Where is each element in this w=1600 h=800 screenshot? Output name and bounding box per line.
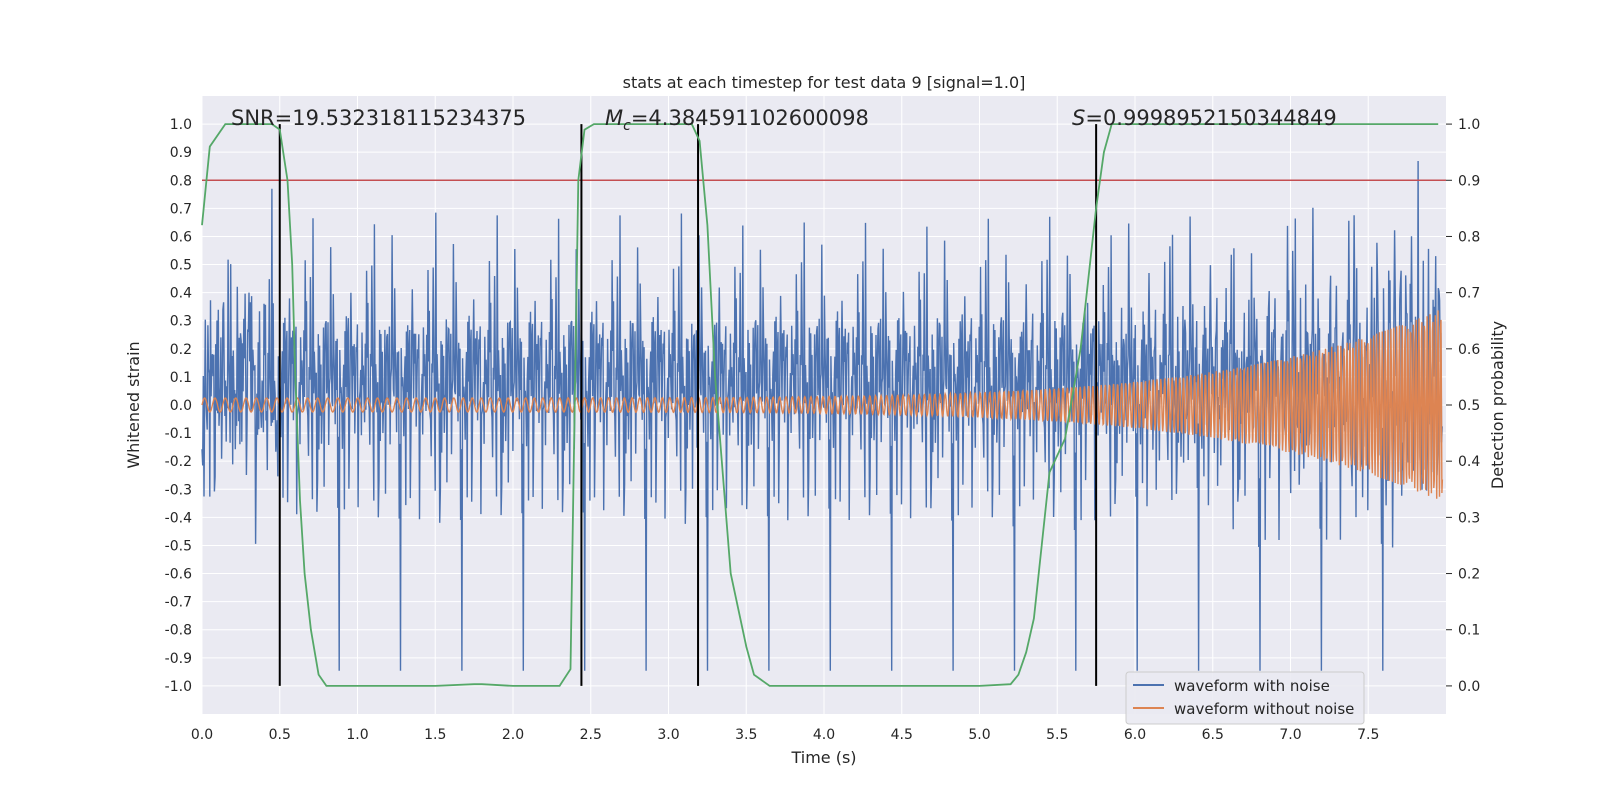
y-axis-ticks: 1.0 0.9 0.8 0.7 0.6 0.5 0.4 0.3 0.2 0.1 0.0 -0.1 -0.…	[165, 117, 192, 695]
x-tick-label: 6.0	[1124, 727, 1146, 743]
y-tick-label: -0.8	[165, 623, 192, 639]
y-axis-label: Whitened strain	[124, 341, 143, 468]
y2-tick-label: 0.0	[1458, 679, 1480, 695]
legend: waveform with noise waveform without noi…	[1125, 671, 1365, 725]
noisy-waveform-line	[201, 160, 1443, 671]
y-tick-label: -0.1	[165, 426, 192, 442]
y-tick-label: -0.3	[165, 482, 192, 498]
y-tick-label: 0.1	[170, 370, 192, 386]
x-tick-label: 4.5	[891, 727, 913, 743]
y2-tick-label: 0.1	[1458, 623, 1480, 639]
detection-probability-line	[201, 123, 1439, 687]
series-detection-probability	[201, 123, 1439, 687]
chart-title: stats at each timestep for test data 9 […	[623, 73, 1026, 92]
y2-tick-label: 0.5	[1458, 398, 1480, 414]
y-tick-label: 0.7	[170, 201, 192, 217]
y2-tick-label: 0.7	[1458, 286, 1480, 302]
series-waveform-with-noise	[201, 160, 1443, 671]
x-tick-label: 7.5	[1357, 727, 1379, 743]
y-tick-label: -0.5	[165, 538, 192, 554]
y-tick-label: -0.7	[165, 595, 192, 611]
y2-tick-label: 0.8	[1458, 229, 1480, 245]
y-tick-label: -0.9	[165, 651, 192, 667]
y2-tick-label: 0.9	[1458, 173, 1480, 189]
annotation-snr: SNR=19.532318115234375	[231, 106, 526, 130]
annotation-s: S=0.9998952150344849	[1072, 106, 1337, 130]
x-tick-label: 0.0	[191, 727, 213, 743]
x-tick-label: 7.0	[1279, 727, 1301, 743]
y-tick-label: -1.0	[165, 679, 192, 695]
x-tick-label: 6.5	[1202, 727, 1224, 743]
x-tick-label: 1.0	[346, 727, 368, 743]
vertical-markers	[278, 124, 1098, 686]
y-tick-label: 0.8	[170, 173, 192, 189]
x-tick-label: 3.5	[735, 727, 757, 743]
legend-label-clean: waveform without noise	[1174, 700, 1354, 718]
y-tick-label: 1.0	[170, 117, 192, 133]
legend-box	[1125, 671, 1365, 725]
chirp-mass-subscript: c	[623, 118, 631, 134]
x-tick-label: 3.0	[657, 727, 679, 743]
y-tick-label: 0.3	[170, 314, 192, 330]
y-tick-label: 0.6	[170, 229, 192, 245]
y2-tick-label: 0.6	[1458, 342, 1480, 358]
y-tick-label: 0.4	[170, 286, 192, 302]
x-tick-label: 2.0	[502, 727, 524, 743]
y2-axis-ticks: 1.0 0.9 0.8 0.7 0.6 0.5 0.4 0.3 0.2 0.1 0.0	[1446, 117, 1480, 695]
y-tick-label: -0.4	[165, 510, 192, 526]
y2-axis-label: Detection probability	[1488, 321, 1507, 489]
annotation-chirp-mass: Mc=4.384591102600098	[605, 106, 869, 134]
chirp-mass-symbol: M	[605, 106, 623, 130]
s-value: =0.9998952150344849	[1085, 106, 1336, 130]
x-tick-label: 2.5	[580, 727, 602, 743]
x-tick-label: 5.5	[1046, 727, 1068, 743]
y2-tick-label: 0.2	[1458, 567, 1480, 583]
y2-tick-label: 0.3	[1458, 510, 1480, 526]
s-symbol: S	[1072, 106, 1085, 130]
legend-label-noise: waveform with noise	[1174, 677, 1330, 695]
y-tick-label: 0.9	[170, 145, 192, 161]
x-tick-label: 1.5	[424, 727, 446, 743]
series-waveform-without-noise	[201, 310, 1444, 499]
x-axis-label: Time (s)	[790, 748, 856, 767]
y2-tick-label: 1.0	[1458, 117, 1480, 133]
y-tick-label: -0.2	[165, 454, 192, 470]
clean-waveform-line	[201, 310, 1444, 499]
x-tick-label: 4.0	[813, 727, 835, 743]
x-tick-label: 5.0	[968, 727, 990, 743]
chirp-mass-value: =4.384591102600098	[631, 106, 869, 130]
y-tick-label: 0.2	[170, 342, 192, 358]
y-tick-label: -0.6	[165, 567, 192, 583]
x-axis-ticks: 0.0 0.5 1.0 1.5 2.0 2.5 3.0 3.5 4.0 4.5 5.0 5.5 6.0 6…	[191, 727, 1380, 743]
x-tick-label: 0.5	[269, 727, 291, 743]
y-tick-label: 0.5	[170, 258, 192, 274]
y2-tick-label: 0.4	[1458, 454, 1480, 470]
y-tick-label: 0.0	[170, 398, 192, 414]
